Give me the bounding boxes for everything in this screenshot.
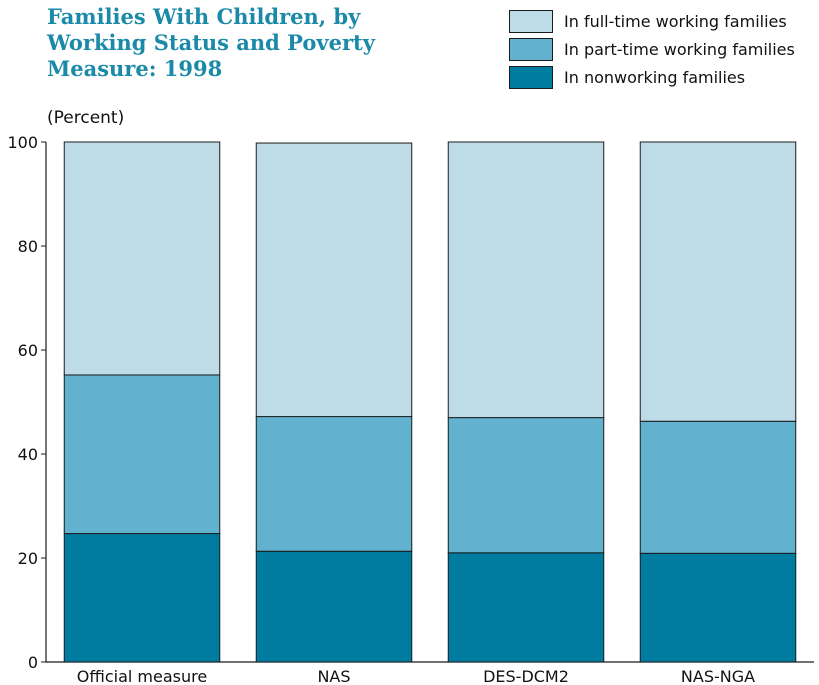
- legend-label-full-time: In full-time working families: [564, 12, 787, 31]
- chart-title: Families With Children, by Working Statu…: [47, 4, 467, 82]
- y-tick-label: 80: [18, 237, 38, 256]
- legend-swatch-nonworking: [509, 66, 553, 89]
- bar-segment: [63, 533, 221, 663]
- y-unit-label: (Percent): [47, 108, 125, 128]
- bar-segment: [255, 416, 413, 552]
- bar-segment: [639, 141, 797, 422]
- legend-swatch-full-time: [509, 10, 553, 33]
- bar-segment: [639, 420, 797, 554]
- chart-title-line-1: Families With Children, by: [47, 4, 361, 29]
- legend-label-nonworking: In nonworking families: [564, 68, 746, 87]
- legend-swatch-part-time: [509, 38, 553, 61]
- chart-title-line-3: Measure: 1998: [47, 56, 223, 81]
- x-tick-label: DES-DCM2: [483, 667, 569, 685]
- chart-title-line-2: Working Status and Poverty: [47, 30, 375, 55]
- bar-segment: [255, 142, 413, 418]
- bar-segment: [255, 550, 413, 663]
- bar-segment: [639, 552, 797, 663]
- y-tick-label: 60: [18, 341, 38, 360]
- bar-segment: [447, 141, 605, 419]
- x-tick-label: NAS-NGA: [681, 667, 755, 685]
- y-tick-label: 40: [18, 445, 38, 464]
- bar-segment: [63, 374, 221, 535]
- x-tick-label: NAS: [317, 667, 350, 685]
- x-tick-label: Official measure: [77, 667, 207, 685]
- legend-label-part-time: In part-time working families: [564, 40, 795, 59]
- y-tick-label: 0: [28, 653, 38, 672]
- bar-segment: [63, 141, 221, 376]
- bar-segment: [447, 417, 605, 554]
- y-tick-label: 20: [18, 549, 38, 568]
- bar-segment: [447, 552, 605, 663]
- y-tick-label: 100: [7, 133, 38, 152]
